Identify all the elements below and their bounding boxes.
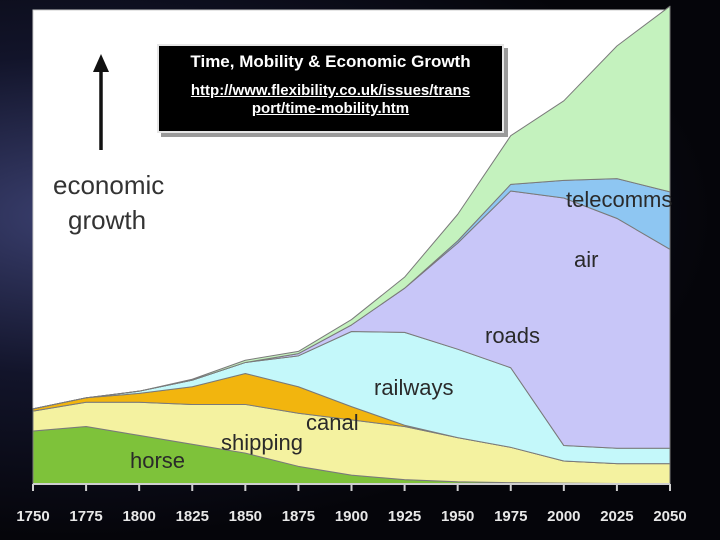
- area-telecomms: [32, 5, 671, 410]
- source-link[interactable]: http://www.flexibility.co.uk/issues/tran…: [159, 82, 502, 118]
- y-label-line-2: growth: [68, 205, 146, 235]
- source-link-line-2: port/time-mobility.htm: [251, 100, 410, 117]
- series-label-railways: railways: [374, 375, 453, 400]
- series-label-canal: canal: [306, 410, 359, 435]
- x-tick-label-2000: 2000: [547, 508, 580, 525]
- series-label-roads: roads: [485, 323, 540, 348]
- series-label-horse: horse: [130, 448, 185, 473]
- x-tick-label-2025: 2025: [600, 508, 633, 525]
- series-label-shipping: shipping: [221, 430, 303, 455]
- source-link-line-1: http://www.flexibility.co.uk/issues/tran…: [190, 82, 471, 99]
- y-arrow-head-icon: [93, 54, 109, 72]
- x-tick-label-1850: 1850: [229, 508, 262, 525]
- x-tick-label-1975: 1975: [494, 508, 527, 525]
- x-tick-label-1875: 1875: [282, 508, 315, 525]
- x-tick-label-1825: 1825: [176, 508, 209, 525]
- x-tick-label-1750: 1750: [16, 508, 49, 525]
- chart-title: Time, Mobility & Economic Growth: [190, 52, 471, 71]
- x-ticks: [32, 484, 671, 491]
- y-arrow: [93, 54, 109, 150]
- x-tick-label-1950: 1950: [441, 508, 474, 525]
- x-tick-label-2050: 2050: [653, 508, 686, 525]
- y-label-line-1: economic: [53, 170, 164, 200]
- series-label-air: air: [574, 247, 598, 272]
- x-tick-label-1775: 1775: [69, 508, 102, 525]
- x-tick-label-1800: 1800: [122, 508, 155, 525]
- x-tick-label-1900: 1900: [335, 508, 368, 525]
- series-areas: [32, 5, 671, 485]
- x-tick-label-1925: 1925: [388, 508, 421, 525]
- x-tick-labels: 1750 1775 1800 1825 1850 1875 1900 1925 1950 1975…: [16, 508, 686, 525]
- series-label-telecomms: telecomms: [566, 187, 672, 212]
- chart-title-box: Time, Mobility & Economic Growth http://…: [157, 44, 504, 133]
